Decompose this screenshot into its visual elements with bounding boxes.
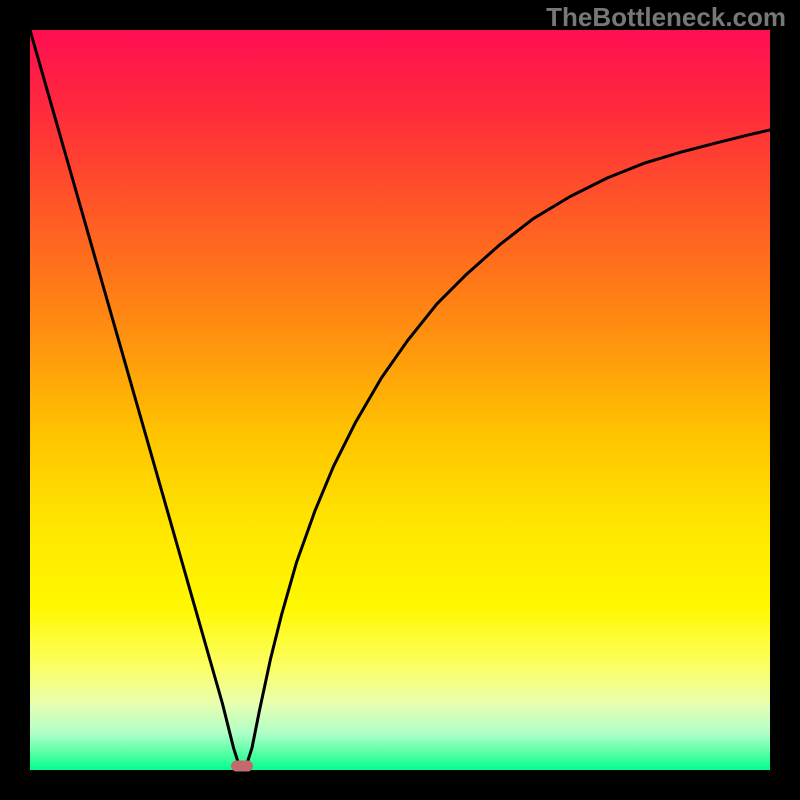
minimum-marker — [231, 761, 253, 772]
chart-frame: TheBottleneck.com — [0, 0, 800, 800]
curve-layer — [30, 30, 770, 770]
plot-area — [30, 30, 770, 770]
watermark-text: TheBottleneck.com — [546, 2, 786, 33]
bottleneck-curve — [30, 30, 770, 766]
